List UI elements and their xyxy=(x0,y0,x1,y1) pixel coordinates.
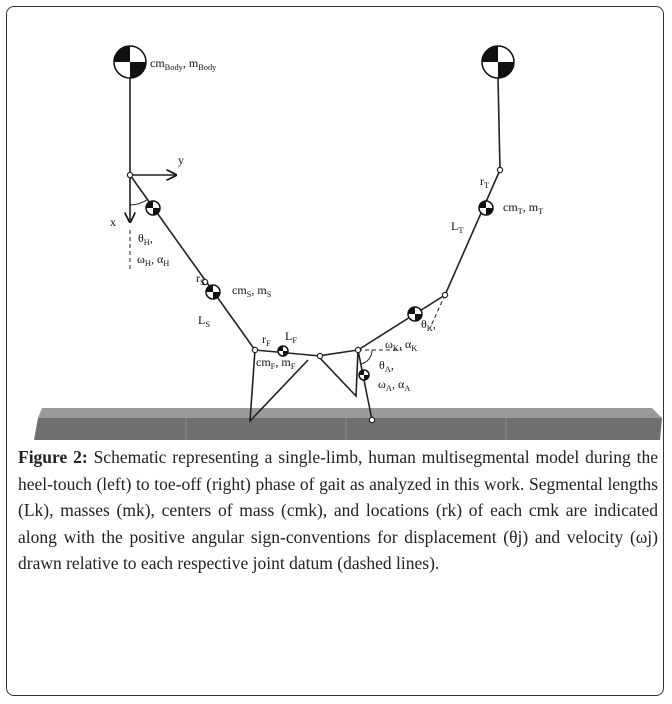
label-text: , m xyxy=(523,200,539,214)
label-text: cm xyxy=(150,56,165,70)
label-text: , m xyxy=(183,56,199,70)
subscript: Body xyxy=(165,63,184,72)
cm-marker xyxy=(114,46,146,78)
subscript: Body xyxy=(198,63,217,72)
diagram-label: rT xyxy=(480,174,489,190)
diagram-label: ωA, αA xyxy=(378,377,410,393)
diagram-label: cmF, mF xyxy=(256,355,296,371)
label-text: , α xyxy=(151,252,164,266)
diagram-label: y xyxy=(178,153,184,167)
label-text: , xyxy=(433,317,436,331)
diagram-label: rF xyxy=(262,332,271,348)
cm-marker xyxy=(359,370,369,380)
label-text: , m xyxy=(251,283,267,297)
subscript: S xyxy=(267,290,272,299)
caption-text: Schematic representing a single-limb, hu… xyxy=(18,447,658,573)
label-text: , α xyxy=(399,337,412,351)
label-text: ω xyxy=(385,337,393,351)
label-text: ω xyxy=(378,377,386,391)
limbs xyxy=(130,78,500,421)
subscript: T xyxy=(484,181,489,190)
diagram-label: θH, xyxy=(138,231,153,247)
label-text: , α xyxy=(392,377,405,391)
caption: Figure 2: Schematic representing a singl… xyxy=(18,444,658,577)
subscript: S xyxy=(205,320,210,329)
diagram-label: ωH, αH xyxy=(137,252,169,268)
diagram-label: cmT, mT xyxy=(503,200,543,216)
cm-marker xyxy=(482,46,514,78)
subscript: A xyxy=(404,384,410,393)
subscript: F xyxy=(292,336,297,345)
label-text: cm xyxy=(256,355,271,369)
joints xyxy=(127,167,502,422)
label-text: y xyxy=(178,153,184,167)
label-text: L xyxy=(198,313,205,327)
label-text: x xyxy=(110,215,116,229)
subscript: T xyxy=(538,207,543,216)
label-text: L xyxy=(451,219,458,233)
mass-markers xyxy=(114,46,514,380)
subscript: S xyxy=(200,278,205,287)
ground xyxy=(34,408,662,440)
cm-marker xyxy=(479,201,493,215)
label-text: L xyxy=(285,329,292,343)
diagram-label: cmS, mS xyxy=(232,283,272,299)
caption-label: Figure 2: xyxy=(18,447,88,467)
subscript: K xyxy=(411,344,417,353)
page: cmBody, mBodyyxθH,ωH, αHrScmS, mSLSrFLFc… xyxy=(0,0,672,704)
cm-marker xyxy=(408,307,422,321)
subscript: F xyxy=(291,362,296,371)
diagram-label: cmBody, mBody xyxy=(150,56,217,72)
label-text: cm xyxy=(503,200,518,214)
cm-marker xyxy=(146,201,160,215)
label-text: , xyxy=(391,358,394,372)
diagram-label: θA, xyxy=(379,358,394,374)
subscript: H xyxy=(163,259,169,268)
cm-marker xyxy=(206,285,220,299)
label-text: cm xyxy=(232,283,247,297)
label-text: ω xyxy=(137,252,145,266)
diagram-label: LT xyxy=(451,219,463,235)
diagram-label: LF xyxy=(285,329,297,345)
subscript: T xyxy=(458,226,463,235)
diagram-label: LS xyxy=(198,313,210,329)
diagram-label: x xyxy=(110,215,116,229)
diagram-label: θK, xyxy=(421,317,436,333)
subscript: F xyxy=(266,339,271,348)
label-text: , m xyxy=(275,355,291,369)
diagram-label: ωK, αK xyxy=(385,337,417,353)
label-text: , xyxy=(150,231,153,245)
